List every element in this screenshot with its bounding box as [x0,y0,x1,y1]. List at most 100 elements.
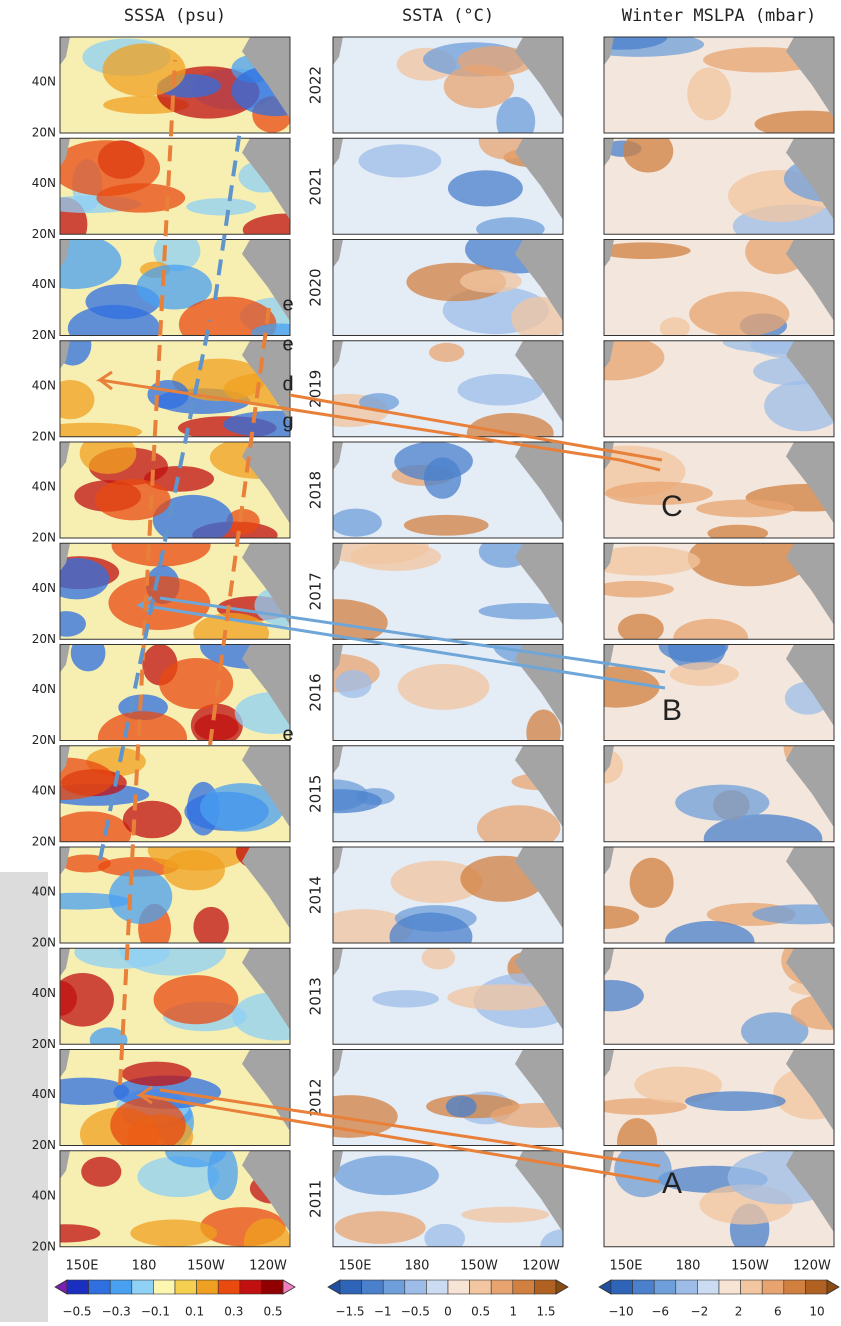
anomaly-blob [623,138,674,173]
anomaly-blob [102,43,186,97]
anomaly-blob [689,291,790,336]
anomaly-blob [333,543,429,565]
colorbar-end [555,1279,569,1295]
anomaly-blob [194,713,239,741]
map-frame [603,137,835,235]
trend-line [118,59,177,1086]
land [786,1049,834,1132]
anomaly-blob [604,580,674,598]
lat-label: 20N [32,429,56,443]
map-content [604,543,834,640]
map-content [60,138,290,235]
anomaly-blob [243,1218,290,1247]
lat-label: 20N [32,531,56,545]
map-frame [59,239,291,336]
land [242,1150,290,1233]
map-content [60,1150,290,1247]
anomaly-blob [97,711,188,741]
colorbar-segment [447,1279,470,1295]
anomaly-blob [687,543,811,587]
land [515,442,563,524]
anomaly-blob [540,1229,563,1247]
land [60,1150,70,1179]
anomaly-blob [250,323,290,336]
map-panels [59,36,835,1248]
map-content [333,1049,563,1146]
lat-label: 40N [32,480,56,494]
map-panel [59,542,291,640]
map-panel [59,947,291,1045]
colorbar-label: 1.5 [536,1305,555,1319]
land [786,644,834,727]
map-frame [603,239,835,336]
anomaly-blob [60,380,95,420]
map-content [60,745,290,842]
anomaly-blob [604,546,701,576]
map-frame [603,1049,835,1146]
annotation: C [661,490,683,523]
map-panel [603,745,835,843]
lat-label: 40N [32,75,56,89]
map-frame [603,846,835,944]
lat-label: 20N [32,834,56,848]
year-label: 2016 [307,673,325,711]
colorbar-label: 0 [444,1305,452,1319]
colorbar-label: 0.5 [471,1305,490,1319]
colorbar-segment [805,1279,828,1295]
land [242,745,290,828]
map-content [333,745,563,842]
land [604,239,614,268]
anomaly-blob [629,857,674,908]
map-frame [332,745,564,843]
lat-label: 40N [32,1087,56,1101]
colorbar-label: 0.1 [185,1305,204,1319]
map-panel [603,36,835,134]
cropped-text: d [282,373,293,395]
anomaly-blob [496,96,536,133]
colorbar-label: 10 [809,1305,824,1319]
map-panel [59,36,291,134]
year-label: 2018 [307,471,325,509]
anomaly-blob [447,170,523,207]
land [333,745,343,774]
map-content [604,1150,834,1247]
colorbar-segment [490,1279,514,1295]
map-panel [332,745,564,843]
lon-label: 150E [65,1259,98,1274]
land [604,138,614,167]
anomaly-blob [359,393,400,412]
map-content [60,442,290,538]
anomaly-blob [604,340,665,381]
lat-label: 20N [32,227,56,241]
map-frame [59,340,291,438]
map-panel [603,441,835,539]
anomaly-blob [752,904,834,925]
lon-label: 180 [132,1259,157,1274]
anomaly-blob [163,849,225,891]
colorbar-end [598,1279,612,1295]
land [786,745,834,828]
anomaly-blob [478,603,563,620]
anomaly-blob [685,1091,786,1112]
lat-label: 40N [32,885,56,899]
map-frame [603,644,835,741]
anomaly-blob [60,140,161,197]
colorbar-segment [740,1279,763,1295]
anomaly-blob [460,269,522,293]
colorbar-label: −1.5 [335,1305,364,1319]
anomaly-blob [153,975,239,1025]
anomaly-blob [675,784,770,821]
lon-label: 150W [460,1259,498,1274]
land [242,138,290,220]
anomaly-blob [604,666,660,708]
map-panel [59,441,291,539]
colorbar-label: −1 [374,1305,392,1319]
lat-label: 20N [32,1138,56,1152]
anomaly-blob [334,1155,439,1196]
land [786,543,834,625]
map-frame [59,36,291,134]
anomaly-blob [121,1061,192,1087]
anomaly-blob [60,558,110,600]
land [242,1049,290,1132]
colorbar-segment [610,1279,633,1295]
